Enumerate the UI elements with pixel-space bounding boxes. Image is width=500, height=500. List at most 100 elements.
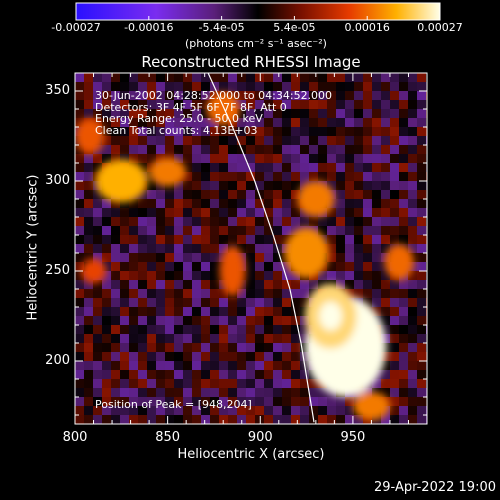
image-pixel bbox=[102, 244, 111, 253]
colorbar-tick-label: 0.00027 bbox=[417, 21, 463, 34]
image-pixel bbox=[408, 316, 417, 325]
bright-source bbox=[75, 118, 105, 154]
image-pixel bbox=[183, 118, 192, 127]
image-pixel bbox=[129, 379, 138, 388]
image-pixel bbox=[408, 226, 417, 235]
image-pixel bbox=[300, 325, 309, 334]
image-pixel bbox=[120, 118, 129, 127]
image-pixel bbox=[138, 145, 147, 154]
image-pixel bbox=[183, 370, 192, 379]
bright-source bbox=[384, 244, 415, 280]
image-pixel bbox=[120, 127, 129, 136]
image-pixel bbox=[219, 154, 228, 163]
image-pixel bbox=[129, 244, 138, 253]
image-pixel bbox=[408, 298, 417, 307]
image-pixel bbox=[138, 226, 147, 235]
image-pixel bbox=[273, 91, 282, 100]
image-pixel bbox=[381, 73, 390, 82]
image-pixel bbox=[201, 199, 210, 208]
image-pixel bbox=[381, 136, 390, 145]
image-pixel bbox=[120, 289, 129, 298]
image-pixel bbox=[309, 397, 318, 406]
image-pixel bbox=[165, 199, 174, 208]
image-pixel bbox=[75, 262, 84, 271]
image-pixel bbox=[273, 280, 282, 289]
image-pixel bbox=[183, 271, 192, 280]
image-pixel bbox=[93, 406, 102, 415]
image-pixel bbox=[327, 244, 336, 253]
image-pixel bbox=[138, 361, 147, 370]
image-pixel bbox=[237, 325, 246, 334]
image-pixel bbox=[147, 118, 156, 127]
image-pixel bbox=[399, 334, 408, 343]
image-pixel bbox=[264, 352, 273, 361]
image-pixel bbox=[192, 352, 201, 361]
image-pixel bbox=[390, 415, 399, 424]
image-pixel bbox=[336, 280, 345, 289]
image-pixel bbox=[219, 361, 228, 370]
image-pixel bbox=[399, 397, 408, 406]
image-pixel bbox=[273, 100, 282, 109]
image-pixel bbox=[147, 298, 156, 307]
image-pixel bbox=[201, 190, 210, 199]
image-pixel bbox=[246, 316, 255, 325]
image-pixel bbox=[390, 226, 399, 235]
image-pixel bbox=[183, 172, 192, 181]
image-pixel bbox=[219, 379, 228, 388]
image-pixel bbox=[264, 82, 273, 91]
image-pixel bbox=[237, 397, 246, 406]
image-pixel bbox=[219, 343, 228, 352]
image-pixel bbox=[111, 388, 120, 397]
image-pixel bbox=[318, 73, 327, 82]
image-pixel bbox=[417, 154, 426, 163]
image-pixel bbox=[390, 298, 399, 307]
image-pixel bbox=[264, 154, 273, 163]
image-pixel bbox=[390, 163, 399, 172]
image-pixel bbox=[309, 406, 318, 415]
image-pixel bbox=[336, 100, 345, 109]
image-pixel bbox=[246, 136, 255, 145]
image-pixel bbox=[246, 352, 255, 361]
image-pixel bbox=[264, 118, 273, 127]
image-pixel bbox=[183, 190, 192, 199]
image-pixel bbox=[363, 109, 372, 118]
image-pixel bbox=[174, 127, 183, 136]
image-pixel bbox=[246, 226, 255, 235]
image-pixel bbox=[156, 307, 165, 316]
image-pixel bbox=[93, 388, 102, 397]
image-pixel bbox=[201, 298, 210, 307]
image-pixel bbox=[237, 379, 246, 388]
image-pixel bbox=[255, 271, 264, 280]
image-pixel bbox=[327, 82, 336, 91]
image-pixel bbox=[408, 118, 417, 127]
image-pixel bbox=[246, 181, 255, 190]
image-pixel bbox=[363, 145, 372, 154]
image-pixel bbox=[156, 343, 165, 352]
image-pixel bbox=[201, 343, 210, 352]
image-pixel bbox=[201, 136, 210, 145]
image-pixel bbox=[282, 316, 291, 325]
image-pixel bbox=[282, 118, 291, 127]
bright-source bbox=[80, 258, 107, 284]
image-pixel bbox=[129, 235, 138, 244]
image-pixel bbox=[201, 388, 210, 397]
image-pixel bbox=[156, 118, 165, 127]
image-pixel bbox=[192, 73, 201, 82]
image-pixel bbox=[174, 352, 183, 361]
image-pixel bbox=[300, 100, 309, 109]
image-pixel bbox=[399, 109, 408, 118]
image-pixel bbox=[165, 109, 174, 118]
image-pixel bbox=[102, 136, 111, 145]
image-pixel bbox=[354, 118, 363, 127]
image-pixel bbox=[129, 289, 138, 298]
image-pixel bbox=[300, 280, 309, 289]
image-pixel bbox=[282, 226, 291, 235]
image-pixel bbox=[255, 154, 264, 163]
image-pixel bbox=[363, 163, 372, 172]
image-pixel bbox=[372, 262, 381, 271]
image-pixel bbox=[156, 325, 165, 334]
image-pixel bbox=[417, 181, 426, 190]
image-pixel bbox=[417, 415, 426, 424]
image-pixel bbox=[291, 118, 300, 127]
image-pixel bbox=[318, 136, 327, 145]
